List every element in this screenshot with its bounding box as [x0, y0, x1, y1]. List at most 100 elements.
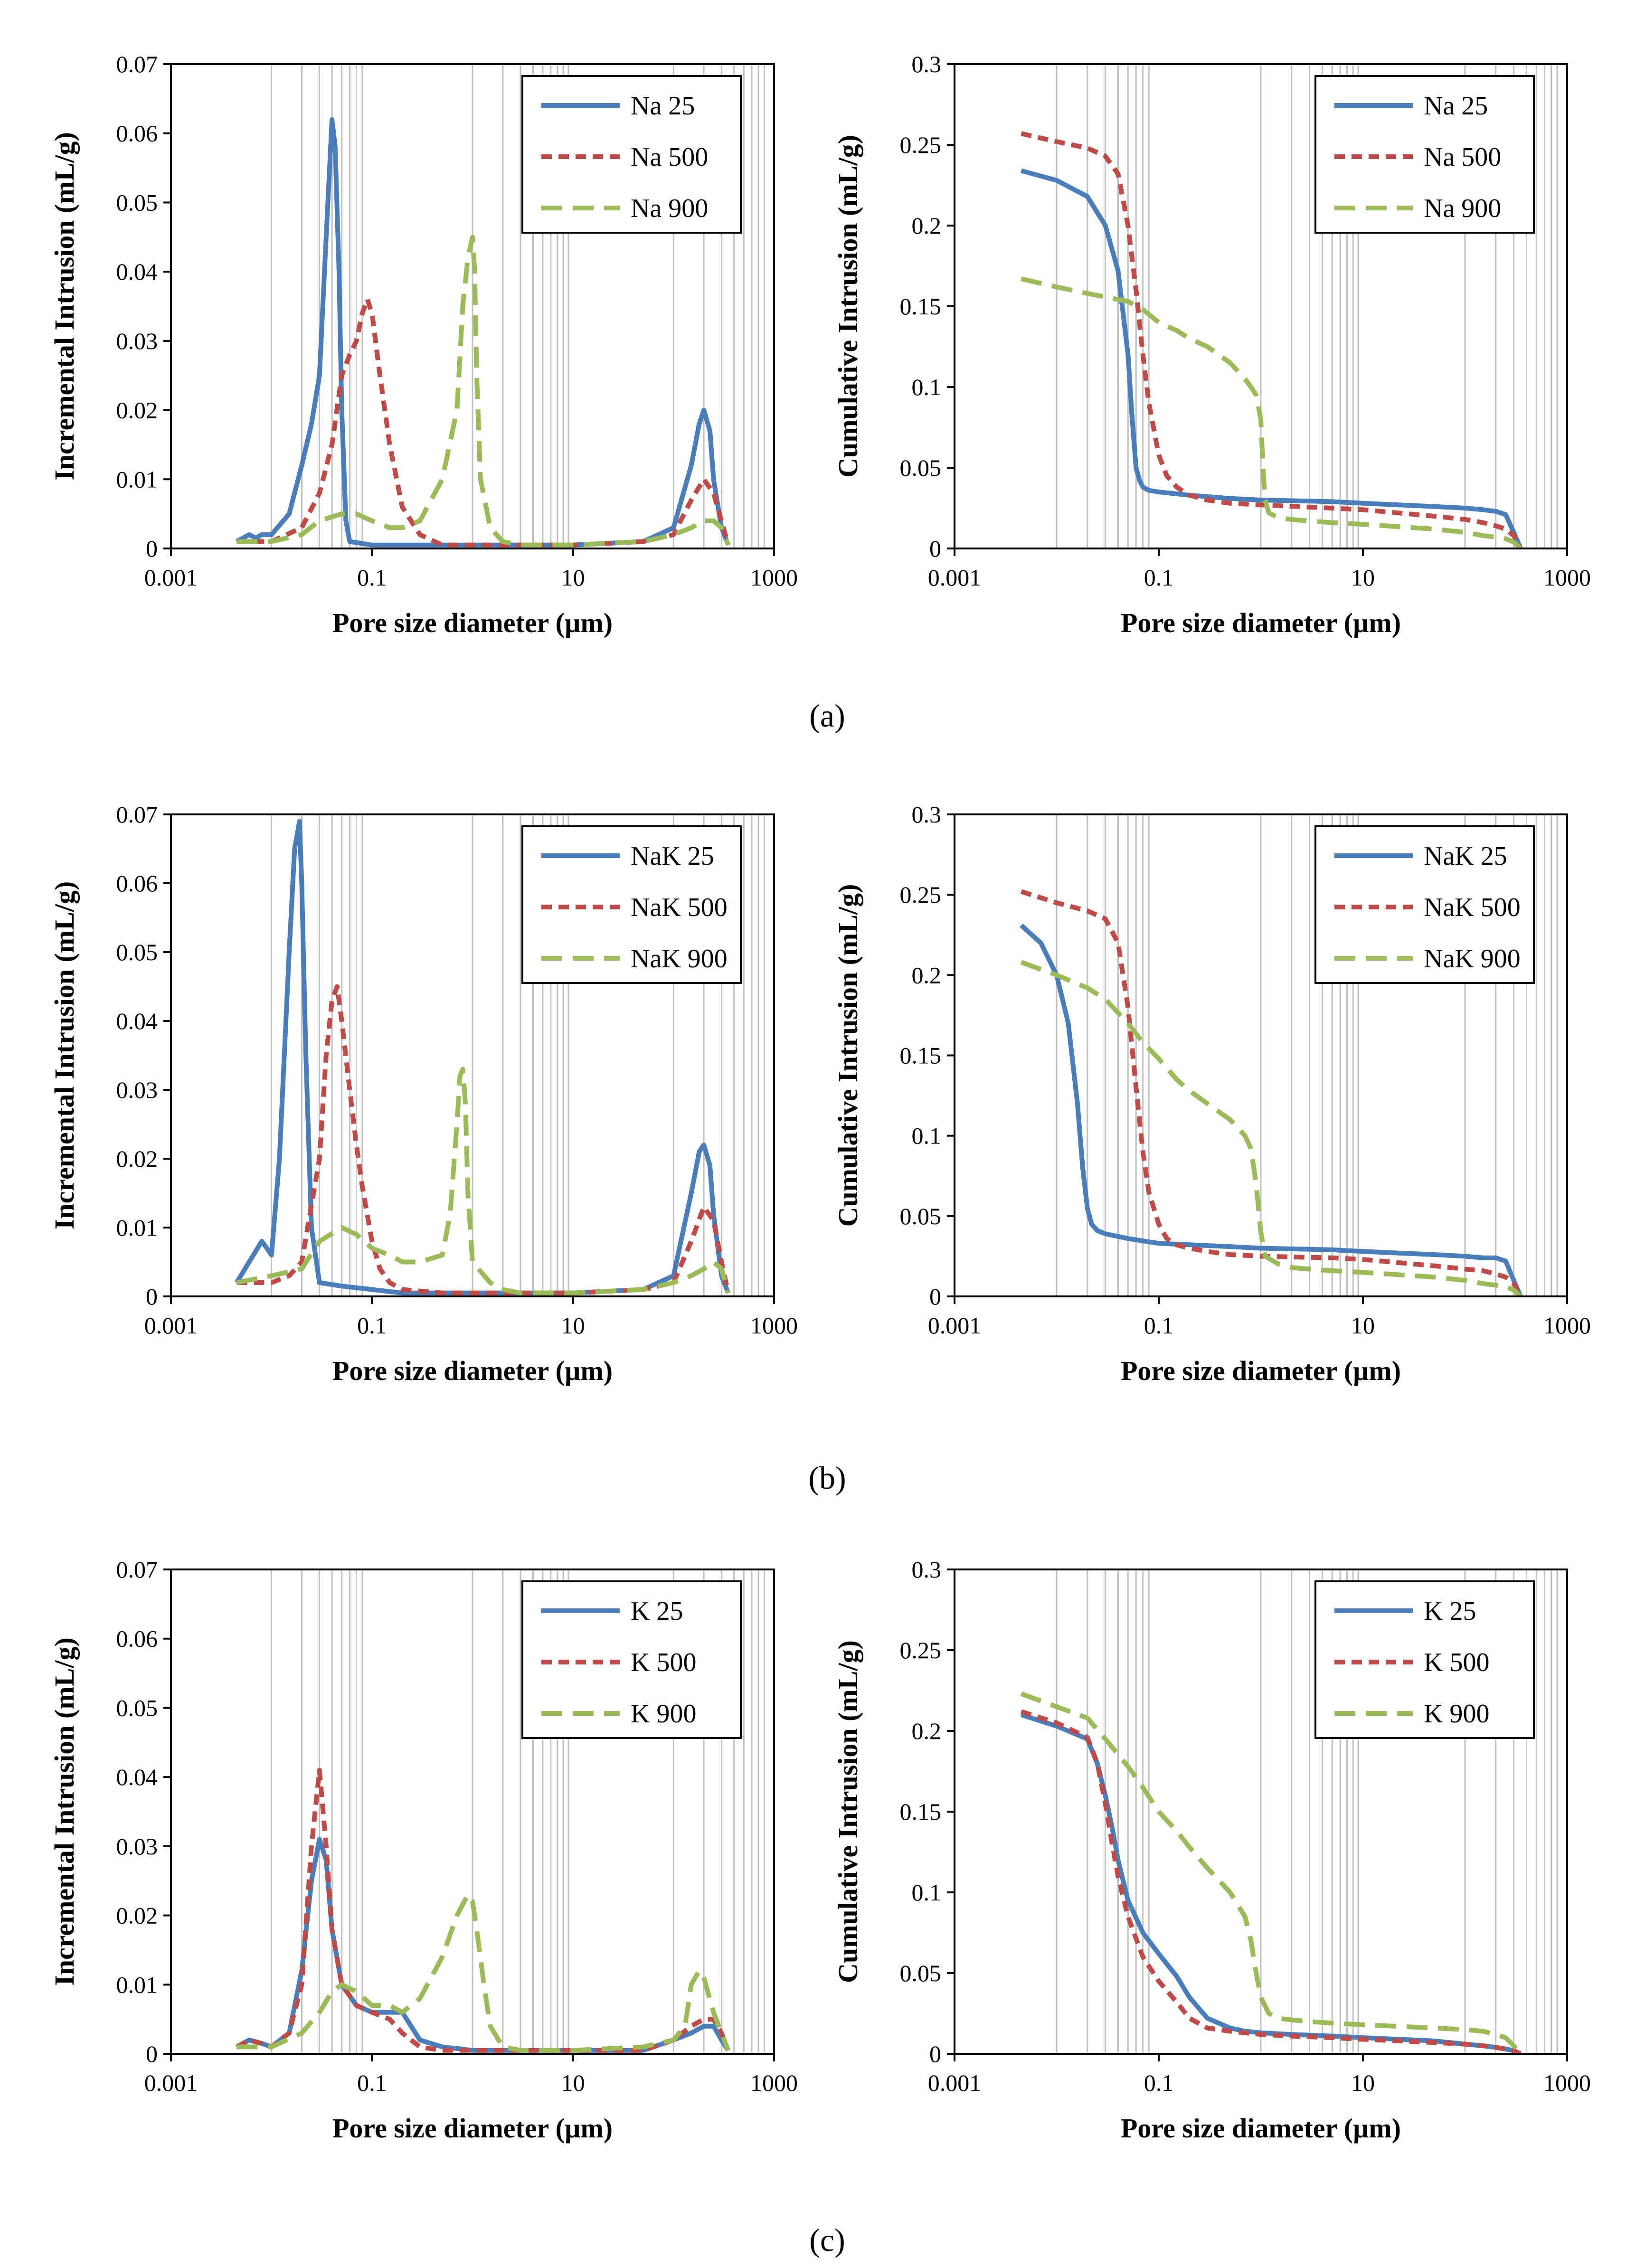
x-tick-label: 0.001: [144, 564, 198, 591]
y-tick-label: 0.3: [912, 801, 942, 828]
series-line-na-500: [1021, 131, 1523, 548]
x-tick-label: 10: [561, 1312, 585, 1339]
plot-area-frame: [170, 813, 775, 1297]
y-tick-label: 0.02: [116, 1145, 158, 1172]
y-tick-label: 0.2: [912, 1718, 942, 1744]
y-axis-label: Incremental Intrusion (mL/g): [49, 1637, 80, 1986]
x-tick-label: 0.1: [357, 1312, 387, 1339]
y-tick-label: 0.05: [116, 939, 158, 965]
y-tick-label: 0.15: [900, 293, 942, 320]
y-tick-label: 0.05: [900, 1960, 942, 1986]
legend-label: NaK 500: [631, 893, 728, 922]
y-tick-label: 0.07: [116, 1556, 158, 1583]
y-tick-label: 0.2: [912, 962, 942, 988]
y-tick-label: 0.03: [116, 1077, 158, 1103]
x-tick-label: 0.001: [144, 1312, 198, 1339]
x-tick-label: 0.1: [357, 564, 387, 591]
x-tick-label: 10: [1351, 2070, 1375, 2096]
x-tick-label: 0.001: [928, 1312, 982, 1339]
y-tick-label: 0.25: [900, 132, 942, 158]
x-tick-label: 0.001: [928, 2070, 982, 2096]
x-axis-label: Pore size diameter (µm): [332, 1355, 613, 1386]
charts-layer: 0 0.01 0.02 0.03 0.04 0.05 0.06 0.07 0.001 0.1 10 1…: [49, 51, 1591, 2144]
series-line-na-25: [1021, 168, 1523, 548]
legend-label: K 500: [631, 1648, 696, 1677]
x-tick-label: 1000: [1543, 564, 1591, 591]
y-axis-label: Incremental Intrusion (mL/g): [49, 881, 80, 1230]
x-tick-label: 1000: [750, 1312, 798, 1339]
y-tick-label: 0.2: [912, 212, 942, 239]
y-tick-label: 0.1: [912, 374, 942, 400]
legend-label: K 900: [1424, 1699, 1489, 1729]
series-line-k-900: [1020, 1692, 1522, 2054]
x-tick-label: 0.1: [357, 2070, 387, 2096]
legend-label: K 900: [631, 1699, 696, 1729]
plot-area-frame: [170, 63, 775, 549]
row-label-c: (c): [809, 2222, 845, 2258]
y-tick-label: 0.01: [116, 1214, 158, 1241]
x-axis-label: Pore size diameter (µm): [1121, 607, 1401, 638]
x-axis-label: Pore size diameter (µm): [332, 607, 613, 638]
x-axis-label: Pore size diameter (µm): [1121, 1355, 1401, 1386]
y-tick-label: 0.06: [116, 870, 158, 897]
x-tick-label: 10: [561, 2070, 585, 2096]
series-line-na-500: [236, 297, 731, 548]
y-tick-label: 0.02: [116, 397, 158, 424]
x-tick-label: 0.1: [1144, 2070, 1174, 2096]
legend-label: NaK 25: [631, 841, 714, 871]
chart-b-cum: 0 0.05 0.1 0.15 0.2 0.25 0.3 0.001 0.1 10 1000 Pore…: [832, 801, 1591, 1386]
y-tick-label: 0.04: [116, 1008, 158, 1034]
series-line-nak-900: [1020, 960, 1522, 1296]
y-tick-label: 0: [146, 2041, 158, 2067]
y-tick-label: 0.15: [900, 1798, 942, 1825]
y-tick-label: 0.15: [900, 1042, 942, 1069]
y-tick-label: 0.07: [116, 51, 158, 77]
legend-label: NaK 25: [1424, 841, 1507, 871]
legend-label: K 25: [1424, 1597, 1476, 1626]
legend-label: K 500: [1424, 1648, 1489, 1677]
chart-c-cum: 0 0.05 0.1 0.15 0.2 0.25 0.3 0.001 0.1 10 1000 Pore…: [832, 1556, 1591, 2144]
y-tick-label: 0.01: [116, 1971, 158, 1998]
legend-label: NaK 500: [1424, 893, 1521, 922]
legend-label: K 25: [631, 1597, 683, 1626]
series-line-k-900: [236, 1892, 731, 2053]
y-tick-label: 0: [146, 1283, 158, 1310]
y-tick-label: 0.1: [912, 1879, 942, 1906]
y-tick-label: 0.05: [900, 1203, 942, 1229]
y-tick-label: 0.3: [912, 1556, 942, 1583]
series-line-na-900: [236, 235, 731, 548]
x-axis-label: Pore size diameter (µm): [332, 2113, 613, 2144]
y-tick-label: 0.3: [912, 51, 942, 77]
chart-a-cum: 0 0.05 0.1 0.15 0.2 0.25 0.3 0.001 0.1 10 1000 Pore…: [832, 51, 1591, 638]
series-line-k-500: [235, 1767, 731, 2053]
y-tick-label: 0.05: [900, 454, 942, 481]
y-tick-label: 0.05: [116, 189, 158, 216]
series-line-nak-900: [236, 1067, 731, 1295]
y-tick-label: 0.25: [900, 1637, 942, 1663]
series-line-na-900: [1021, 276, 1522, 548]
legend-label: Na 25: [1424, 91, 1488, 121]
x-tick-label: 1000: [1543, 1312, 1591, 1339]
y-tick-label: 0.04: [116, 1764, 158, 1790]
y-tick-label: 0.25: [900, 881, 942, 908]
x-tick-label: 10: [561, 564, 585, 591]
y-tick-label: 0.05: [116, 1694, 158, 1721]
series-line-na-25: [235, 117, 731, 548]
row-label-a: (a): [809, 698, 845, 734]
y-axis-label: Cumulative Intrusion (mL/g): [832, 1640, 863, 1983]
series-line-nak-25: [1020, 923, 1523, 1296]
x-tick-label: 0.001: [144, 2070, 198, 2096]
x-tick-label: 10: [1351, 564, 1375, 591]
y-tick-label: 0.06: [116, 1625, 158, 1652]
legend-label: Na 900: [631, 194, 708, 223]
y-tick-label: 0.01: [116, 466, 158, 492]
series-line-nak-500: [236, 984, 731, 1295]
x-tick-label: 10: [1351, 1312, 1375, 1339]
x-tick-label: 1000: [1543, 2070, 1591, 2096]
y-tick-label: 0: [929, 2041, 941, 2067]
y-tick-label: 0.07: [116, 801, 158, 828]
chart-c-inc: 0 0.01 0.02 0.03 0.04 0.05 0.06 0.07 0.001 0.1 10 1…: [49, 1556, 798, 2144]
y-tick-label: 0.04: [116, 258, 158, 285]
